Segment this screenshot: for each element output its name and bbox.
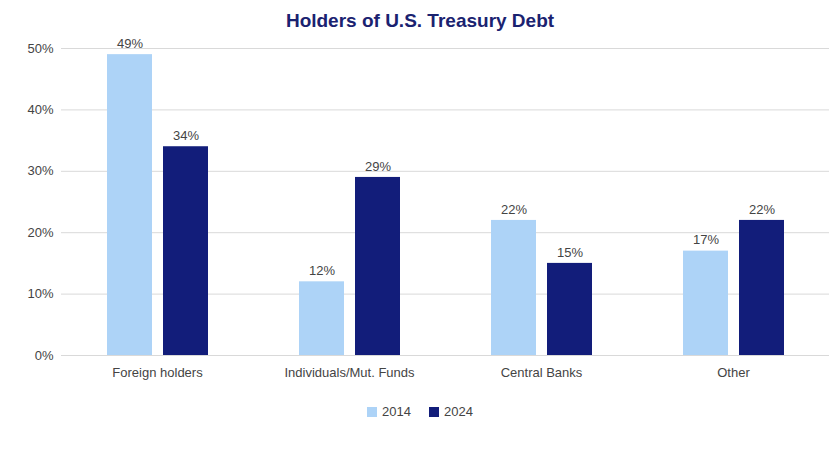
svg-text:Foreign holders: Foreign holders <box>112 365 203 380</box>
svg-text:15%: 15% <box>557 245 583 260</box>
svg-text:29%: 29% <box>365 159 391 174</box>
svg-text:30%: 30% <box>27 163 53 178</box>
svg-text:12%: 12% <box>309 263 335 278</box>
svg-text:Individuals/Mut. Funds: Individuals/Mut. Funds <box>284 365 415 380</box>
html-text:2024: 2024 <box>444 404 473 419</box>
svg-text:17%: 17% <box>693 232 719 247</box>
svg-text:Central Banks: Central Banks <box>501 365 583 380</box>
svg-text:34%: 34% <box>173 128 199 143</box>
svg-text:Other: Other <box>717 365 750 380</box>
svg-text:0%: 0% <box>35 348 54 363</box>
html-text:Holders of U.S. Treasury Debt: Holders of U.S. Treasury Debt <box>285 10 555 31</box>
svg-text:22%: 22% <box>501 202 527 217</box>
svg-text:10%: 10% <box>27 286 53 301</box>
svg-text:22%: 22% <box>749 202 775 217</box>
svg-text:20%: 20% <box>27 225 53 240</box>
svg-text:40%: 40% <box>27 102 53 117</box>
svg-text:50%: 50% <box>27 41 53 56</box>
html-text:2014: 2014 <box>382 404 411 419</box>
svg-text:49%: 49% <box>117 36 143 51</box>
